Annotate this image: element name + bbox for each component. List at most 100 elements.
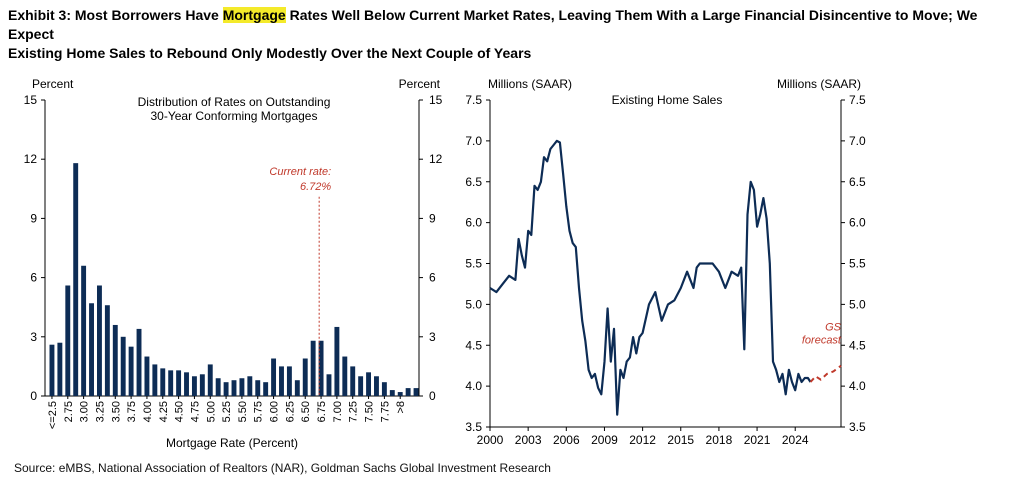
left-xtick-label: 4.50 <box>174 401 186 422</box>
left-xtick-label: 4.00 <box>142 401 154 422</box>
bar <box>413 388 419 396</box>
left-xtick-label: 5.75 <box>253 401 265 422</box>
left-title-line1: Distribution of Rates on Outstanding <box>138 95 331 109</box>
left-xtick-label: 3.25 <box>94 401 106 422</box>
left-xtick-label: >8 <box>395 401 407 414</box>
bar <box>81 265 87 396</box>
left-xtick-label: 5.25 <box>221 401 233 422</box>
right-xtick-label: 2024 <box>782 433 809 447</box>
right-title: Existing Home Sales <box>612 93 723 107</box>
bar <box>89 303 94 396</box>
bar <box>350 366 356 396</box>
bar <box>128 346 134 396</box>
right-x-ticks: 2000 2003 2006 2009 2012 2015 2018 2021 2024 <box>477 427 809 447</box>
left-ytick-label: 9 <box>30 211 37 225</box>
bar <box>176 370 182 396</box>
left-xtick-label: 7.00 <box>332 401 344 422</box>
gs-forecast-label-line1: GS <box>825 322 842 334</box>
bar <box>112 324 118 396</box>
bar <box>366 372 372 396</box>
left-xtick-label: 4.75 <box>189 401 201 422</box>
right-ytick-label-right: 7.0 <box>849 134 866 148</box>
right-ytick-label: 7.0 <box>465 134 482 148</box>
right-ytick-label: 4.0 <box>465 379 482 393</box>
bar <box>199 374 205 396</box>
bar <box>49 344 55 396</box>
title-line1-post: Rates Well Below Current Market Rates, L… <box>8 7 978 42</box>
right-ytick-label-right: 7.5 <box>849 93 866 107</box>
bar <box>215 378 221 396</box>
left-xtick-label: 2.75 <box>63 401 75 422</box>
left-ylabel-left: Percent <box>32 77 74 91</box>
left-ytick-label: 6 <box>30 271 37 285</box>
left-xtick-label: 6.75 <box>316 401 328 422</box>
left-xtick-label: 4.25 <box>158 401 170 422</box>
existing-home-sales-chart: Millions (SAAR) Millions (SAAR) Existing… <box>465 77 866 447</box>
bar <box>65 285 71 396</box>
right-ytick-label: 3.5 <box>465 420 482 434</box>
bar <box>405 388 411 396</box>
left-ytick-label: 3 <box>30 330 37 344</box>
bar <box>342 356 348 396</box>
bar <box>168 370 174 396</box>
bar <box>57 342 63 396</box>
bar <box>255 380 261 396</box>
right-ytick-label: 5.0 <box>465 297 482 311</box>
left-ytick-label-right: 6 <box>429 271 436 285</box>
bar <box>104 305 110 396</box>
bar <box>152 364 158 396</box>
bar <box>318 340 324 396</box>
bar <box>160 368 166 396</box>
bar <box>239 378 245 396</box>
bar <box>310 340 316 396</box>
left-ytick-label-right: 15 <box>429 93 443 107</box>
right-xtick-label: 2018 <box>706 433 733 447</box>
bar <box>389 390 395 396</box>
right-ytick-label-right: 6.5 <box>849 175 866 189</box>
title-line2: Existing Home Sales to Rebound Only Mode… <box>8 45 532 61</box>
bar <box>223 382 229 396</box>
bar <box>191 376 197 396</box>
left-xtick-label: <=2.5 <box>47 401 59 429</box>
source-note: Source: eMBS, National Association of Re… <box>14 461 551 475</box>
left-xtick-label: 5.00 <box>205 401 217 422</box>
exhibit-title: Exhibit 3: Most Borrowers Have Mortgage … <box>8 6 1008 63</box>
right-xtick-label: 2000 <box>477 433 504 447</box>
left-ytick-label-right: 0 <box>429 389 436 403</box>
right-ylabel-left: Millions (SAAR) <box>488 77 572 91</box>
title-highlight: Mortgage <box>222 7 286 23</box>
bar <box>271 358 277 396</box>
bar <box>96 285 102 396</box>
bar <box>136 328 142 396</box>
left-xtick-label: 6.00 <box>269 401 281 422</box>
left-xtick-label: 7.75 <box>379 401 391 422</box>
bar <box>73 163 79 396</box>
left-ytick-label-right: 9 <box>429 211 436 225</box>
bar <box>207 364 213 396</box>
right-ytick-label-right: 4.5 <box>849 338 866 352</box>
current-rate-annotation: Current rate: 6.72% <box>269 166 331 396</box>
right-ytick-label-right: 4.0 <box>849 379 866 393</box>
right-ytick-label: 4.5 <box>465 338 482 352</box>
left-y-ticks: 0 0 3 3 6 6 9 9 12 12 15 15 <box>24 93 443 403</box>
right-y-ticks: 3.5 3.5 4.0 4.0 4.5 4.5 5.0 5.0 5.5 5.5 6.0 6.0 6.5 6… <box>465 93 866 434</box>
bar <box>334 326 340 396</box>
bar <box>231 380 237 396</box>
left-ytick-label-right: 3 <box>429 330 436 344</box>
left-xtick-label: 3.00 <box>79 401 91 422</box>
right-xtick-label: 2015 <box>667 433 694 447</box>
right-ylabel-right: Millions (SAAR) <box>777 77 861 91</box>
right-ytick-label-right: 5.5 <box>849 257 866 271</box>
left-xtick-label: 6.50 <box>300 401 312 422</box>
bar <box>358 376 364 396</box>
left-ytick-label: 0 <box>30 389 37 403</box>
right-ytick-label: 7.5 <box>465 93 482 107</box>
bar <box>302 358 308 396</box>
bar <box>120 336 126 396</box>
bar <box>286 366 292 396</box>
current-rate-label: Current rate: <box>269 166 331 178</box>
right-xtick-label: 2021 <box>744 433 771 447</box>
left-bars <box>49 163 419 396</box>
left-x-ticks: <=2.5 2.75 3.00 3.25 3.50 3.75 4.00 4.25 4.50 4.7… <box>47 396 407 429</box>
